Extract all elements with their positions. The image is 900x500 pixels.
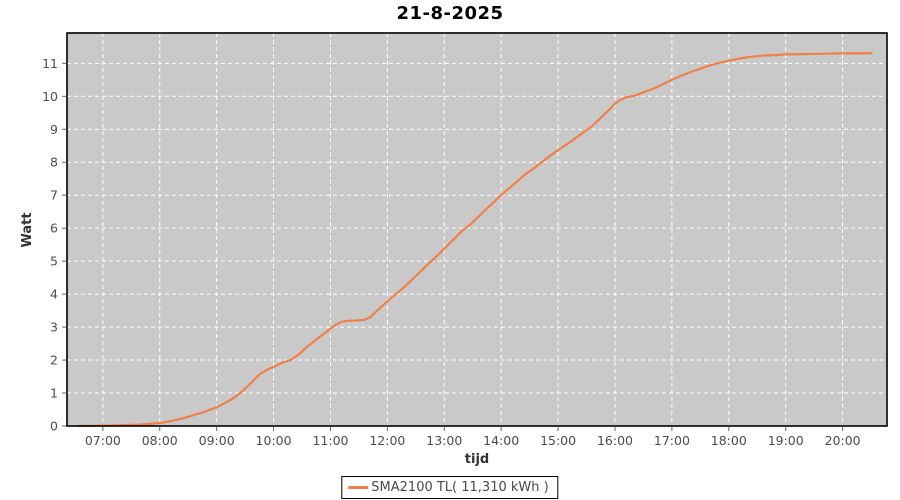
y-tick-label: 10 — [42, 89, 58, 104]
plot-area — [67, 33, 887, 426]
x-tick-label: 11:00 — [312, 433, 348, 448]
x-tick-label: 14:00 — [483, 433, 519, 448]
x-tick-label: 09:00 — [199, 433, 235, 448]
x-tick-label: 10:00 — [256, 433, 292, 448]
y-tick-label: 1 — [50, 386, 58, 401]
y-tick-label: 7 — [50, 188, 58, 203]
x-tick-label: 08:00 — [142, 433, 178, 448]
x-tick-label: 12:00 — [369, 433, 405, 448]
x-tick-label: 20:00 — [825, 433, 861, 448]
x-tick-label: 19:00 — [768, 433, 804, 448]
chart-title: 21-8-2025 — [396, 3, 504, 24]
y-tick-label: 3 — [50, 320, 58, 335]
x-tick-label: 15:00 — [540, 433, 576, 448]
x-tick-label: 16:00 — [597, 433, 633, 448]
y-axis-label: Watt — [20, 212, 35, 247]
series-line — [77, 51, 873, 428]
y-tick-label: 11 — [42, 56, 58, 71]
x-tick-label: 13:00 — [426, 433, 462, 448]
x-axis-label: tijd — [465, 452, 489, 467]
y-tick-label: 8 — [50, 155, 58, 170]
plot-border — [66, 32, 888, 427]
y-tick-label: 4 — [50, 287, 58, 302]
x-tick-label: 17:00 — [654, 433, 690, 448]
y-tick-label: 2 — [50, 353, 58, 368]
y-tick-label: 6 — [50, 221, 58, 236]
x-tick-label: 07:00 — [85, 433, 121, 448]
series-legend-label: SMA2100 TL( 11,310 kWh ) — [371, 480, 549, 495]
series-color-swatch — [348, 486, 369, 489]
legend: SMA2100 TL( 11,310 kWh ) — [341, 476, 559, 499]
y-tick-label: 9 — [50, 122, 58, 137]
y-tick-label: 0 — [50, 419, 58, 434]
y-tick-label: 5 — [50, 254, 58, 269]
line-chart: 07:00 08:00 09:00 10:00 11:00 12:00 13:00 14:00… — [20, 32, 888, 467]
x-tick-label: 18:00 — [711, 433, 747, 448]
